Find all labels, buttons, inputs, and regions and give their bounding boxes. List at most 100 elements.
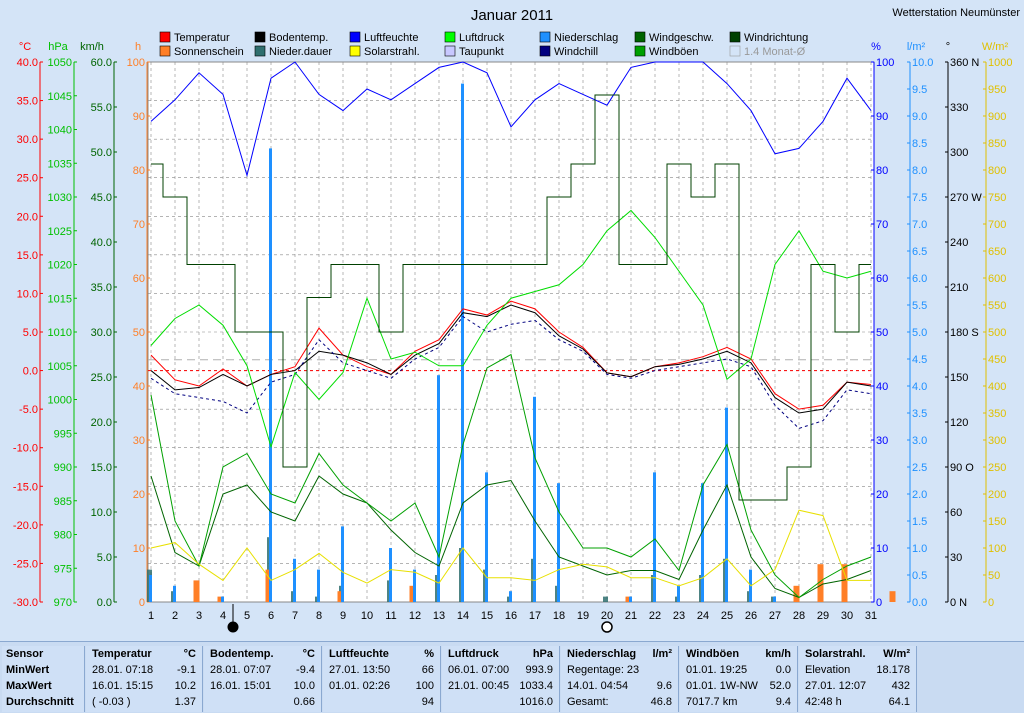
legend-label: Solarstrahl. [364, 46, 420, 58]
rain-bar [173, 585, 176, 602]
wind-axis-tick: 50.0 [91, 147, 112, 159]
rain-bar [773, 596, 776, 602]
wind-axis-tick: 60.0 [91, 57, 112, 69]
pressure-axis-tick: 985 [54, 496, 72, 508]
legend-swatch [634, 45, 646, 57]
sun-axis-tick: 0 [139, 597, 145, 609]
x-tick-label: 14 [457, 610, 469, 622]
rain-axis-tick: 8.5 [912, 138, 927, 150]
stats-unit: °C [183, 648, 196, 660]
temp-axis-tick: 25.0 [17, 173, 38, 185]
stats-cell-label: Regentage: 23 [567, 664, 640, 676]
stats-column-windben: Windböen km/h 01.01. 19:25 0.0 01.01. 1W-NW 5… [680, 646, 798, 712]
stats-cell-value: 94 [421, 696, 434, 708]
row-label-avg: Durchschnitt [6, 696, 74, 708]
weather-chart: Januar 2011 Wetterstation Neumünster Tem… [13, 7, 1020, 633]
rain-axis-tick: 9.5 [912, 84, 927, 96]
stats-cell-value: 9.4 [775, 696, 791, 708]
axis-unit-pressure: hPa [48, 41, 68, 53]
sunshine-bar [817, 564, 824, 602]
x-tick-label: 27 [769, 610, 781, 622]
temp-axis-tick: 5.0 [23, 327, 38, 339]
rain-axis-tick: 5.5 [912, 300, 927, 312]
stats-cell-label: ( -0.03 ) [92, 696, 131, 708]
rain-bar [437, 375, 440, 602]
x-tick-label: 11 [385, 610, 396, 622]
rain-bar [221, 596, 224, 602]
rain-axis-tick: 3.0 [912, 435, 927, 447]
stats-cell-value: 66 [421, 664, 434, 676]
solar-axis-tick: 950 [988, 84, 1006, 96]
rain-duration-bar [603, 596, 608, 602]
rain-bar [557, 483, 560, 602]
stats-cell-label: 01.01. 1W-NW [686, 680, 758, 692]
row-label-min: MinWert [6, 664, 50, 676]
direction-axis-tick: 270 W [950, 192, 982, 204]
stats-column-temperatur: Temperatur °C 28.01. 07:18 -9.1 16.01. 15:15… [86, 646, 203, 712]
direction-axis-tick: 30 [950, 552, 962, 564]
temp-axis-tick: 10.0 [17, 288, 38, 300]
series-line-luftdruck [150, 209, 872, 449]
stats-cell-value: 64.1 [888, 696, 910, 708]
sunshine-bar [409, 585, 416, 602]
stats-cell-label: 14.01. 04:54 [567, 680, 629, 692]
x-tick-label: 3 [196, 610, 202, 622]
sunshine-bar [217, 596, 224, 602]
stats-cell-value: 10.2 [174, 680, 196, 692]
solar-axis-tick: 100 [988, 543, 1006, 555]
rain-bar [149, 575, 152, 602]
solar-axis-tick: 50 [988, 570, 1000, 582]
solar-axis-tick: 0 [988, 597, 994, 609]
stats-cell-value: -9.4 [296, 664, 315, 676]
solar-axis-tick: 550 [988, 300, 1006, 312]
legend-swatch [539, 45, 551, 57]
sun-axis-tick: 90 [133, 111, 145, 123]
pressure-axis-tick: 1045 [48, 91, 72, 103]
direction-axis-tick: 60 [950, 507, 962, 519]
rain-bar [629, 596, 632, 602]
x-tick-label: 24 [697, 610, 709, 622]
legend-swatch [254, 45, 266, 57]
solar-axis-tick: 700 [988, 219, 1006, 231]
x-tick-label: 25 [721, 610, 733, 622]
sunshine-bar [625, 596, 632, 602]
x-tick-label: 1 [148, 610, 154, 622]
legend-swatch [729, 45, 741, 57]
temp-axis-tick: 15.0 [17, 250, 38, 262]
x-axis: 1 2 3 4 5 6 7 8 9 10 11 12 13 14 15 16 17 18 19 20 21 22 23 24 2… [148, 604, 877, 633]
axis-unit-sun: h [135, 41, 141, 53]
stats-header: Luftfeuchte [329, 648, 389, 660]
sun-axis-tick: 40 [133, 381, 145, 393]
series-line-windgeschw [150, 475, 872, 599]
temp-axis-tick: -30.0 [13, 597, 38, 609]
stats-header: Luftdruck [448, 648, 499, 660]
legend-label: Luftfeuchte [364, 32, 418, 44]
row-label-max: MaxWert [6, 680, 52, 692]
rain-axis-tick: 1.0 [912, 543, 927, 555]
stats-cell-label: 16.01. 15:15 [92, 680, 154, 692]
stats-cell-value: 1016.0 [519, 696, 553, 708]
temp-axis-tick: -25.0 [13, 558, 38, 570]
stats-column-luftfeuchte: Luftfeuchte% 27.01. 13:50 66 01.01. 02:26 10… [323, 646, 441, 712]
rain-axis-tick: 2.0 [912, 489, 927, 501]
axis-unit-wind: km/h [80, 41, 104, 53]
legend-swatch [159, 31, 171, 43]
legend-swatch [349, 45, 361, 57]
sun-axis-tick: 100 [127, 57, 145, 69]
legend-swatch [444, 45, 456, 57]
humidity-axis-tick: 0 [876, 597, 882, 609]
wind-axis-tick: 5.0 [97, 552, 112, 564]
rain-axis-tick: 0.5 [912, 570, 927, 582]
legend-label: Sonnenschein [174, 46, 244, 58]
stats-cell-value: 1033.4 [519, 680, 553, 692]
humidity-axis-tick: 30 [876, 435, 888, 447]
solar-axis-tick: 350 [988, 408, 1006, 420]
x-tick-label: 22 [649, 610, 661, 622]
wind-axis-tick: 20.0 [91, 417, 112, 429]
humidity-axis-tick: 40 [876, 381, 888, 393]
stats-header: Niederschlag [567, 648, 637, 660]
solar-axis-tick: 1000 [988, 57, 1012, 69]
legend-label: Nieder.dauer [269, 46, 332, 58]
sunshine-bar [337, 591, 344, 602]
pressure-axis-tick: 1025 [48, 226, 72, 238]
